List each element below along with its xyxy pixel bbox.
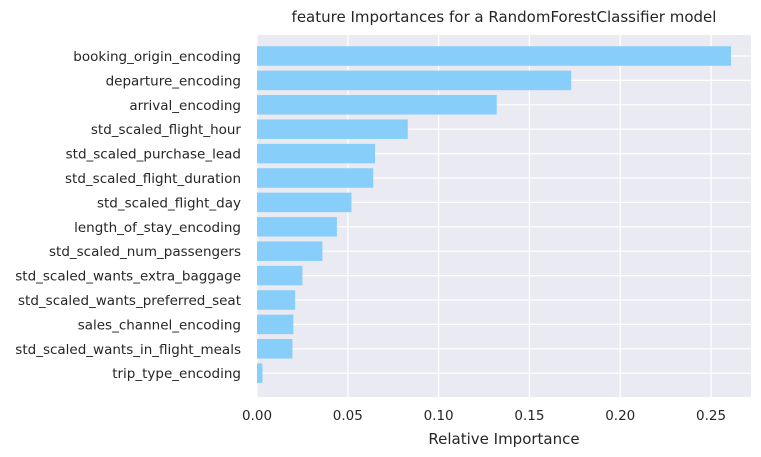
- bar-sales-channel-encoding: [257, 314, 294, 335]
- y-tick-label: trip_type_encoding: [112, 366, 241, 382]
- chart-title: feature Importances for a RandomForestCl…: [292, 8, 717, 26]
- bar-std-scaled-flight-duration: [257, 168, 374, 188]
- x-tick-label: 0.25: [696, 408, 726, 424]
- y-tick-label: std_scaled_flight_duration: [65, 171, 241, 187]
- y-tick-labels: booking_origin_encoding departure_encodin…: [15, 49, 241, 382]
- x-tick-label: 0.15: [514, 408, 544, 424]
- bar-trip-type-encoding: [257, 363, 263, 383]
- y-tick-label: departure_encoding: [106, 73, 241, 89]
- bar-std-scaled-flight-day: [257, 192, 352, 213]
- bar-std-scaled-num-passengers: [257, 241, 323, 261]
- bars: [257, 46, 732, 383]
- bar-departure-encoding: [257, 70, 572, 91]
- bar-booking-origin-encoding: [257, 46, 732, 66]
- x-axis-label: Relative Importance: [428, 430, 579, 448]
- bar-std-scaled-wants-preferred-seat: [257, 290, 296, 310]
- bar-std-scaled-purchase-lead: [257, 143, 376, 164]
- y-tick-label: booking_origin_encoding: [73, 49, 241, 65]
- y-tick-label: std_scaled_flight_hour: [91, 122, 242, 138]
- x-tick-labels: 0.00 0.05 0.10 0.15 0.20 0.25: [242, 408, 726, 424]
- y-tick-label: std_scaled_flight_day: [97, 195, 241, 211]
- x-tick-label: 0.05: [333, 408, 363, 424]
- y-tick-label: std_scaled_wants_preferred_seat: [18, 293, 241, 309]
- bar-std-scaled-wants-extra-baggage: [257, 265, 303, 286]
- x-tick-label: 0.10: [424, 408, 454, 424]
- y-tick-label: arrival_encoding: [129, 98, 241, 114]
- bar-arrival-encoding: [257, 95, 497, 115]
- y-tick-label: sales_channel_encoding: [78, 317, 241, 333]
- x-tick-label: 0.20: [605, 408, 635, 424]
- x-tick-label: 0.00: [242, 408, 272, 424]
- y-tick-label: std_scaled_purchase_lead: [66, 147, 241, 163]
- y-tick-label: length_of_stay_encoding: [74, 220, 241, 236]
- bar-length-of-stay-encoding: [257, 217, 337, 237]
- bar-std-scaled-flight-hour: [257, 119, 408, 139]
- y-tick-label: std_scaled_num_passengers: [49, 244, 241, 260]
- bar-std-scaled-wants-in-flight-meals: [257, 339, 293, 359]
- y-tick-label: std_scaled_wants_extra_baggage: [15, 269, 241, 285]
- y-tick-label: std_scaled_wants_in_flight_meals: [15, 342, 241, 358]
